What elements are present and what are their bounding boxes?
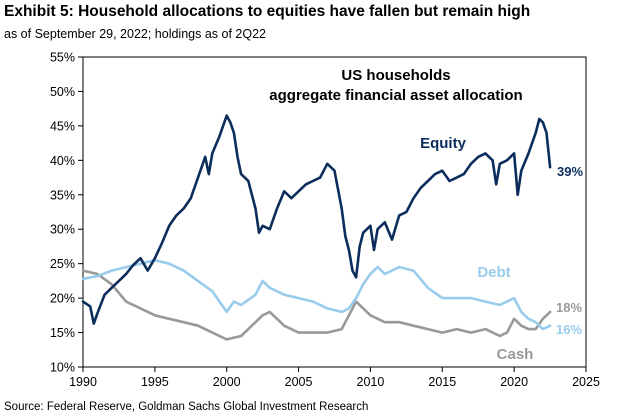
cash-legend-label: Cash <box>497 346 534 363</box>
x-tick-label: 1995 <box>141 375 169 389</box>
debt-legend-label: Debt <box>477 264 510 281</box>
y-tick-label: 50% <box>50 85 75 99</box>
y-tick-label: 45% <box>50 119 75 133</box>
y-tick-label: 10% <box>50 361 75 375</box>
chart-title-line-1: US households <box>341 67 450 84</box>
chart-labels: US households aggregate financial asset … <box>269 67 583 363</box>
x-tick-label: 2000 <box>213 375 241 389</box>
y-tick-label: 30% <box>50 223 75 237</box>
plot-frame <box>82 56 587 368</box>
debt-end-label: 16% <box>556 322 582 337</box>
axes: 10% 15% 20% 25% 30% 35% 40% 45% 50% 55% 1990 1995 20… <box>50 51 600 390</box>
y-tick-label: 25% <box>50 257 75 271</box>
y-tick-label: 40% <box>50 154 75 168</box>
x-tick-label: 2025 <box>572 375 600 389</box>
x-tick-label: 2010 <box>357 375 385 389</box>
series-line-cash <box>81 269 552 341</box>
y-tick-label: 20% <box>50 292 75 306</box>
chart-title-line-2: aggregate financial asset allocation <box>269 87 522 104</box>
y-tick-label: 35% <box>50 188 75 202</box>
x-tick-label: 1990 <box>69 375 97 389</box>
y-tick-label: 55% <box>50 51 75 65</box>
source-note: Source: Federal Reserve, Goldman Sachs G… <box>4 401 369 413</box>
cash-end-label: 18% <box>556 300 582 315</box>
equity-end-label: 39% <box>557 164 583 179</box>
series-lines <box>81 114 552 341</box>
equity-legend-label: Equity <box>420 135 466 152</box>
y-tick-label: 15% <box>50 326 75 340</box>
x-tick-label: 2020 <box>500 375 528 389</box>
exhibit-title: Exhibit 5: Household allocations to equi… <box>4 3 531 20</box>
exhibit-subtitle: as of September 29, 2022; holdings as of… <box>4 27 266 41</box>
series-line-equity <box>81 114 552 325</box>
x-tick-label: 2015 <box>428 375 456 389</box>
x-tick-label: 2005 <box>285 375 313 389</box>
series-line-debt <box>81 258 552 331</box>
